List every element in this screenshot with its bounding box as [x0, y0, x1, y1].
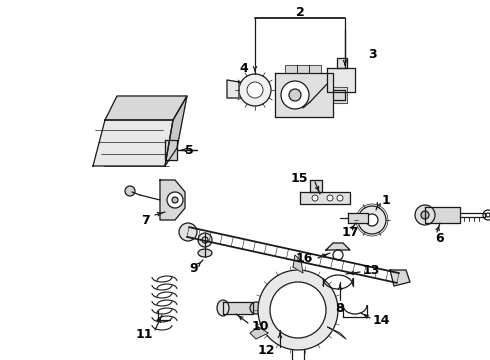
Polygon shape [300, 192, 350, 204]
Circle shape [258, 270, 338, 350]
Circle shape [333, 250, 343, 260]
Polygon shape [227, 80, 239, 98]
Text: 10: 10 [252, 320, 270, 333]
Circle shape [296, 106, 306, 116]
Text: 2: 2 [295, 5, 304, 18]
Polygon shape [105, 96, 187, 120]
Circle shape [358, 206, 386, 234]
Polygon shape [327, 68, 355, 92]
Circle shape [366, 214, 378, 226]
Text: 15: 15 [291, 171, 308, 184]
Circle shape [270, 282, 326, 338]
Text: 11: 11 [136, 328, 153, 342]
Polygon shape [310, 180, 322, 192]
Circle shape [337, 195, 343, 201]
Circle shape [415, 205, 435, 225]
Circle shape [198, 233, 212, 247]
Polygon shape [326, 243, 350, 250]
Text: 3: 3 [368, 49, 377, 62]
Polygon shape [390, 270, 410, 286]
Polygon shape [250, 327, 269, 339]
Text: 7: 7 [141, 213, 150, 226]
Circle shape [281, 81, 309, 109]
Circle shape [312, 195, 318, 201]
Circle shape [239, 74, 271, 106]
Text: 13: 13 [363, 264, 380, 276]
Polygon shape [160, 180, 185, 220]
Circle shape [172, 197, 178, 203]
Text: 1: 1 [382, 194, 391, 207]
Text: 5: 5 [185, 144, 194, 157]
Circle shape [247, 82, 263, 98]
Circle shape [202, 237, 208, 243]
Text: 12: 12 [258, 343, 275, 356]
Polygon shape [333, 87, 347, 103]
Polygon shape [348, 213, 368, 223]
Polygon shape [165, 140, 177, 160]
Circle shape [125, 186, 135, 196]
Circle shape [167, 192, 183, 208]
Circle shape [327, 195, 333, 201]
Polygon shape [293, 255, 303, 273]
Ellipse shape [217, 300, 229, 316]
Text: 14: 14 [373, 314, 391, 327]
Polygon shape [285, 65, 297, 73]
Circle shape [289, 89, 301, 101]
Polygon shape [309, 65, 321, 73]
Polygon shape [425, 207, 460, 223]
Polygon shape [297, 65, 309, 73]
Ellipse shape [198, 249, 212, 257]
Circle shape [250, 302, 262, 314]
Text: 16: 16 [295, 252, 313, 265]
Circle shape [179, 223, 197, 241]
Polygon shape [275, 73, 333, 117]
Polygon shape [165, 96, 187, 166]
Polygon shape [328, 327, 346, 339]
Polygon shape [223, 302, 253, 314]
Polygon shape [337, 58, 347, 68]
Text: 6: 6 [436, 231, 444, 244]
Text: 8: 8 [336, 302, 344, 315]
Text: 4: 4 [239, 62, 248, 75]
Polygon shape [93, 120, 173, 166]
Circle shape [421, 211, 429, 219]
Text: 9: 9 [189, 261, 198, 274]
Text: 17: 17 [341, 226, 359, 239]
